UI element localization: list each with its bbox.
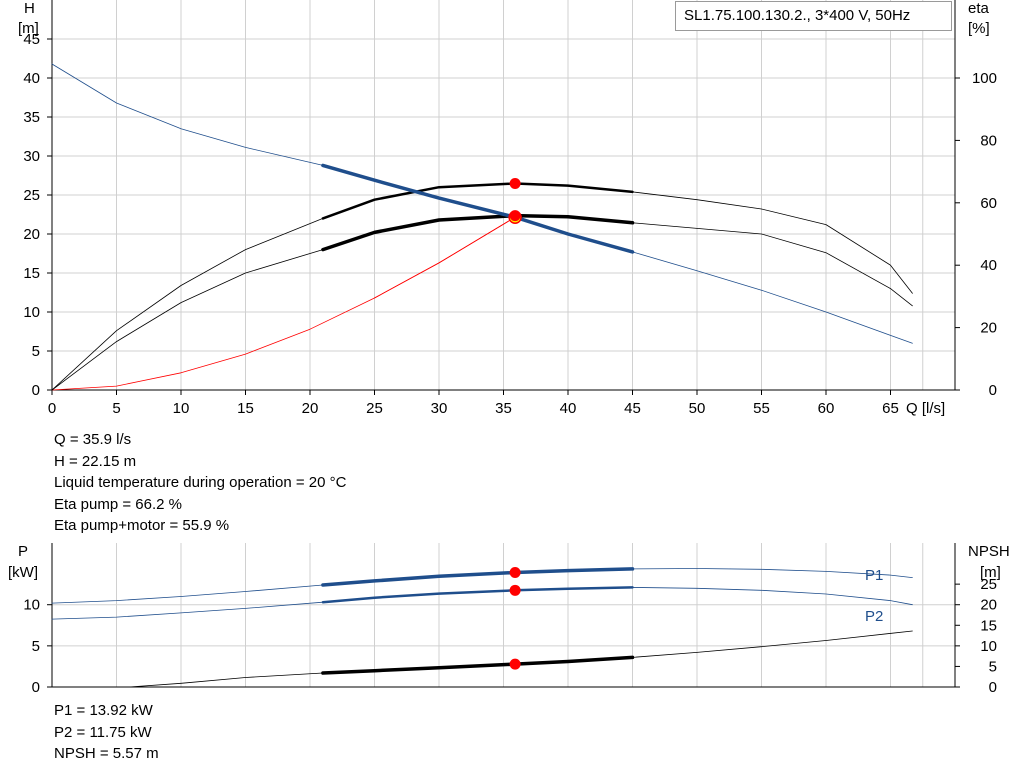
upper-y2-label: eta (968, 0, 990, 17)
x-tick-label: 55 (753, 400, 770, 417)
upper-y-tick-label: 30 (23, 148, 40, 165)
lower-y2-tick-label: 5 (989, 658, 997, 675)
upper-y-tick-label: 20 (23, 226, 40, 243)
x-tick-label: 5 (112, 400, 120, 417)
upper-y2-tick-label: 80 (980, 132, 997, 149)
p1-curve-operating (321, 567, 635, 587)
upper-y-label: H (24, 0, 35, 17)
duty-point-marker (509, 584, 521, 596)
lower-y2-tick-label: 10 (980, 638, 997, 655)
upper-y-tick-label: 0 (32, 382, 40, 399)
upper-axes: H [m] eta [%] Q [l/s] 0 5 10 15 20 25 30 35 40 45… (18, 0, 997, 417)
x-tick-label: 35 (495, 400, 512, 417)
result-eta-pump: Eta pump = 66.2 % (54, 495, 182, 513)
x-tick-label: 65 (882, 400, 899, 417)
x-tick-label: 0 (48, 400, 56, 417)
duty-point-marker (509, 566, 521, 578)
result-npsh: NPSH = 5.57 m (54, 745, 159, 762)
lower-axes: P [kW] NPSH [m] P1 P2 0 5 10 0 5 10 15 20 25 (8, 543, 1010, 696)
upper-grid (52, 0, 955, 390)
upper-y-tick-label: 5 (32, 343, 40, 360)
duty-point-marker (509, 658, 521, 670)
eta-pump-motor-curve-operating (321, 213, 635, 252)
npsh-curve-full (129, 630, 913, 688)
result-liquid-temperature: Liquid temperature during operation = 20… (54, 474, 347, 491)
lower-y-tick-label: 0 (32, 679, 40, 696)
p2-curve-operating (321, 586, 634, 604)
upper-curves (51, 63, 913, 391)
upper-y-unit: [m] (18, 20, 39, 37)
lower-y2-tick-label: 20 (980, 597, 997, 614)
upper-y-tick-label: 45 (23, 31, 40, 48)
p1-curve-label: P1 (865, 567, 883, 584)
lower-y-unit: [kW] (8, 564, 38, 581)
x-tick-label: 10 (173, 400, 190, 417)
lower-y-tick-label: 5 (32, 638, 40, 655)
system-curve-operating (374, 216, 516, 299)
x-tick-label: 20 (302, 400, 319, 417)
x-tick-label: 30 (431, 400, 448, 417)
p2-curve-label: P2 (865, 608, 883, 625)
x-tick-label: 50 (689, 400, 706, 417)
upper-y-tick-label: 15 (23, 265, 40, 282)
upper-y2-tick-label: 40 (980, 257, 997, 274)
duty-point-marker (509, 177, 521, 189)
result-p1: P1 = 13.92 kW (54, 702, 153, 719)
result-eta-pump-motor: Eta pump+motor = 55.9 % (54, 517, 230, 534)
upper-y-tick-label: 35 (23, 109, 40, 126)
result-head: H = 22.15 m (54, 452, 137, 470)
x-tick-label: 15 (237, 400, 254, 417)
results-top: Q = 35.9 l/s H = 22.15 m Liquid temperat… (54, 429, 346, 537)
lower-y2-unit: [m] (980, 564, 1001, 581)
upper-y2-tick-label: 60 (980, 195, 997, 212)
lower-grid (52, 543, 955, 687)
lower-y-label: P (18, 543, 28, 560)
duty-point-marker (509, 210, 521, 222)
x-tick-label: 40 (560, 400, 577, 417)
upper-y-tick-label: 10 (23, 304, 40, 321)
upper-y2-unit: [%] (968, 20, 990, 37)
result-flow: Q = 35.9 l/s (54, 431, 132, 448)
upper-y-tick-label: 40 (23, 70, 40, 87)
lower-y2-tick-label: 0 (989, 679, 997, 696)
npsh-curve-operating (321, 655, 635, 675)
head-curve-operating (321, 163, 635, 254)
pump-title: SL1.75.100.130.2., 3*400 V, 50Hz (675, 1, 952, 31)
lower-y-tick-label: 10 (23, 597, 40, 614)
lower-y2-label: NPSH (968, 543, 1010, 560)
x-tick-label: 25 (366, 400, 383, 417)
lower-y2-tick-label: 15 (980, 617, 997, 634)
x-axis-label: Q [l/s] (906, 400, 945, 417)
result-p2: P2 = 11.75 kW (54, 723, 152, 741)
upper-y2-tick-label: 0 (989, 382, 997, 399)
eta-pump-curve-operating (321, 182, 634, 220)
upper-y-tick-label: 25 (23, 187, 40, 204)
system-curve-full (51, 216, 516, 391)
lower-curves (51, 566, 913, 688)
upper-y2-tick-label: 20 (980, 320, 997, 337)
results-bottom: P1 = 13.92 kW P2 = 11.75 kW NPSH = 5.57 … (54, 700, 159, 765)
lower-y2-tick-label: 25 (980, 576, 997, 593)
x-tick-label: 60 (818, 400, 835, 417)
upper-y2-tick-label: 100 (972, 70, 997, 87)
x-tick-label: 45 (624, 400, 641, 417)
